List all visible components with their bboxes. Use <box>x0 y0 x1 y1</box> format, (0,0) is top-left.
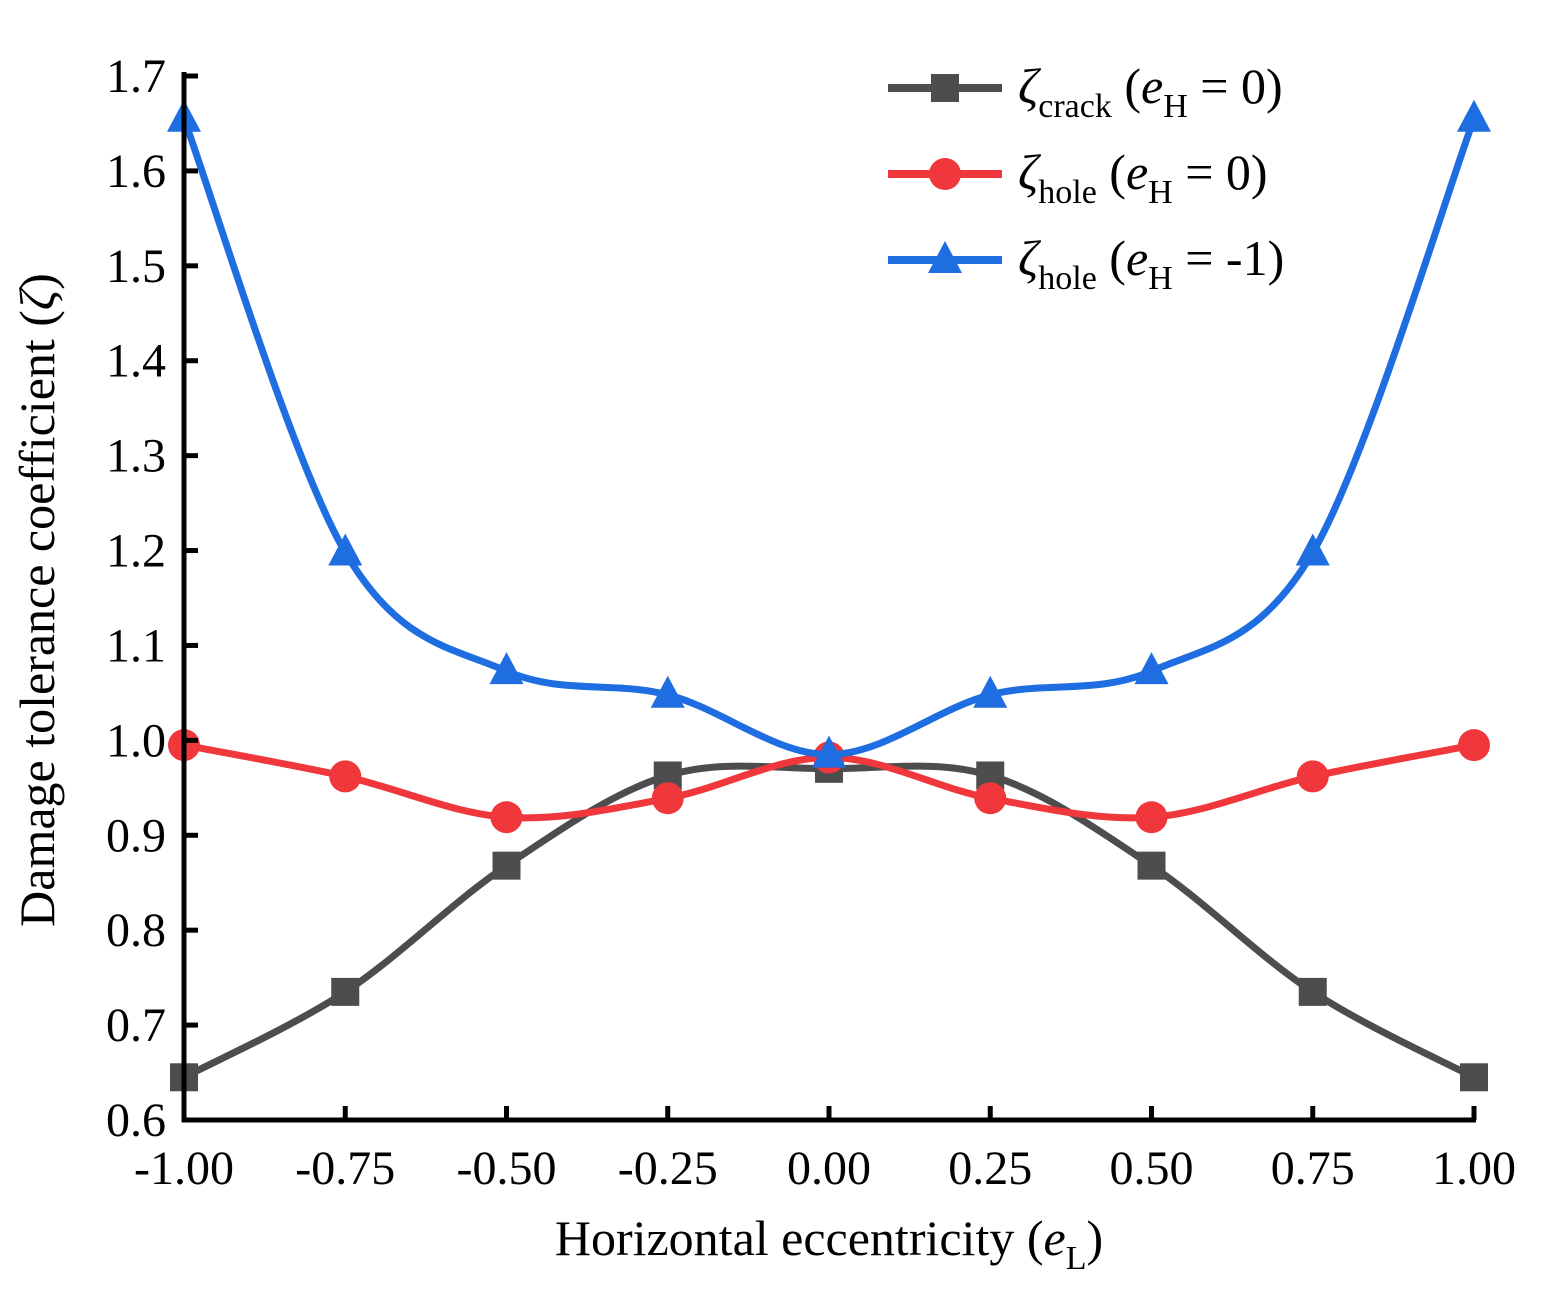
legend-subscript: crack <box>1038 88 1112 125</box>
y-tick-label: 1.7 <box>106 50 166 103</box>
x-tick-label: 1.00 <box>1432 1142 1516 1195</box>
x-axis-title-close: ) <box>1086 1210 1103 1266</box>
x-tick-label: 0.50 <box>1110 1142 1194 1195</box>
y-tick-label: 1.1 <box>106 619 166 672</box>
data-point-circle <box>651 782 684 815</box>
y-tick-label: 0.9 <box>106 809 166 862</box>
legend-label: ζcrack (eH = 0) <box>1018 58 1283 125</box>
data-point-circle <box>974 782 1007 815</box>
legend-item-2: ζhole (eH = 0) <box>888 144 1268 211</box>
series-line <box>180 115 1478 759</box>
x-axis-title-text: Horizontal eccentricity ( <box>555 1210 1044 1266</box>
legend-marker-circle <box>929 158 961 190</box>
y-tick-label: 1.3 <box>106 430 166 483</box>
legend: ζcrack (eH = 0)ζhole (eH = 0)ζhole (eH =… <box>888 58 1284 297</box>
data-point-circle <box>1135 801 1168 834</box>
y-tick-label: 0.8 <box>106 904 166 957</box>
legend-marker-square <box>931 74 959 102</box>
legend-var-sub: H <box>1148 174 1173 211</box>
y-tick-label: 1.4 <box>106 335 166 388</box>
data-point-triangle <box>812 735 846 768</box>
legend-var: e <box>1126 230 1148 286</box>
legend-open: ( <box>1097 230 1126 286</box>
data-point-square <box>492 851 521 880</box>
legend-symbol: ζ <box>1018 144 1042 200</box>
series-3 <box>167 99 1491 768</box>
x-tick-label: -0.25 <box>618 1142 718 1195</box>
x-axis-title: Horizontal eccentricity (eL) <box>555 1210 1103 1277</box>
axis-titles: Horizontal eccentricity (eL)Damage toler… <box>9 273 1103 1277</box>
y-axis-title-var: ζ <box>9 286 65 310</box>
data-point-triangle <box>489 652 524 685</box>
x-axis-title-var: e <box>1044 1210 1066 1266</box>
legend-subscript: hole <box>1038 260 1097 297</box>
legend-rest: = -1) <box>1173 230 1285 286</box>
data-point-circle <box>1458 729 1490 762</box>
data-point-circle <box>329 760 362 793</box>
data-point-triangle <box>1134 652 1169 685</box>
y-tick-label: 1.2 <box>106 525 166 578</box>
legend-symbol: ζ <box>1018 58 1042 114</box>
data-point-square <box>1460 1063 1488 1092</box>
data-point-circle <box>490 801 523 834</box>
y-axis-title-text: Damage tolerance coefficient ( <box>9 310 65 927</box>
data-point-triangle <box>1457 99 1491 132</box>
series-line <box>180 762 1478 1081</box>
data-point-triangle <box>973 675 1008 708</box>
y-tick-label: 1.0 <box>106 714 166 767</box>
x-axis-title-sub: L <box>1066 1240 1087 1277</box>
y-axis-title-close: ) <box>9 273 65 290</box>
legend-open: ( <box>1097 144 1126 200</box>
legend-item-3: ζhole (eH = -1) <box>888 230 1284 297</box>
series-1 <box>170 754 1488 1092</box>
y-tick-label: 0.7 <box>106 999 166 1052</box>
data-point-triangle <box>1295 533 1330 566</box>
legend-label: ζhole (eH = 0) <box>1018 144 1268 211</box>
legend-var: e <box>1126 144 1148 200</box>
x-tick-label: 0.25 <box>948 1142 1032 1195</box>
y-tick-label: 0.6 <box>106 1094 166 1147</box>
legend-label: ζhole (eH = -1) <box>1018 230 1284 297</box>
x-tick-label: -0.75 <box>295 1142 395 1195</box>
y-tick-label: 1.5 <box>106 240 166 293</box>
legend-rest: = 0) <box>1173 144 1268 200</box>
y-tick-label: 1.6 <box>106 145 166 198</box>
legend-item-1: ζcrack (eH = 0) <box>888 58 1283 125</box>
legend-open: ( <box>1112 58 1141 114</box>
legend-symbol: ζ <box>1018 230 1042 286</box>
x-tick-label: 0.75 <box>1271 1142 1355 1195</box>
data-point-triangle <box>328 533 363 566</box>
legend-var-sub: H <box>1148 260 1173 297</box>
legend-var-sub: H <box>1163 88 1188 125</box>
data-point-square <box>331 977 360 1006</box>
y-axis-title: Damage tolerance coefficient (ζ) <box>9 273 65 927</box>
data-point-triangle <box>650 675 685 708</box>
x-tick-label: 0.00 <box>787 1142 871 1195</box>
plot-lines <box>167 99 1491 1092</box>
legend-subscript: hole <box>1038 174 1097 211</box>
data-point-square <box>1137 851 1166 880</box>
x-tick-label: -0.50 <box>457 1142 557 1195</box>
legend-rest: = 0) <box>1188 58 1283 114</box>
data-point-square <box>1298 977 1327 1006</box>
ticks: 0.6 0.7 0.8 0.9 1.0 1.1 1.2 1.3 1.4 1.5 1.6 1.7 -1.0… <box>106 50 1516 1195</box>
legend-marker-triangle <box>928 241 962 273</box>
legend-var: e <box>1141 58 1163 114</box>
data-point-circle <box>1296 760 1329 793</box>
x-tick-label: -1.00 <box>134 1142 234 1195</box>
